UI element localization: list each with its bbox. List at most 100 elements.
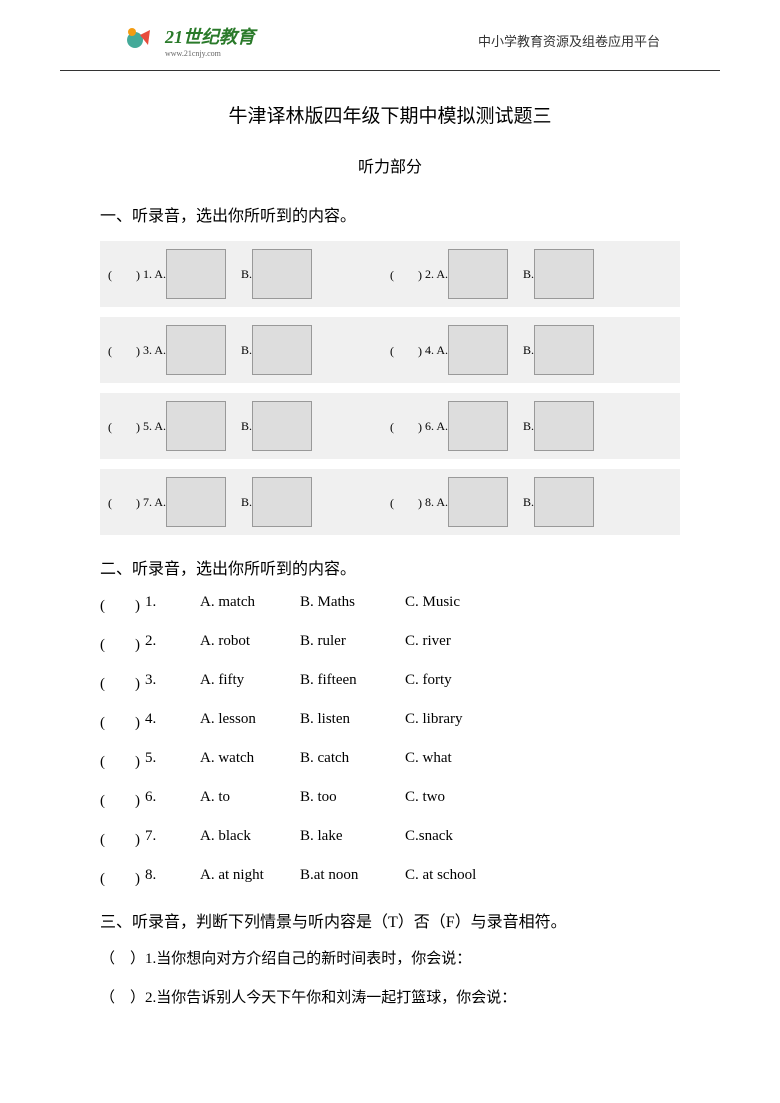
answer-paren[interactable]: ( ): [108, 494, 140, 511]
option-image: [252, 325, 312, 375]
logo-sub-text: www.21cnjy.com: [165, 49, 255, 58]
option-label: 3. A.: [143, 343, 166, 358]
option-image: [166, 477, 226, 527]
option-c: C. at school: [405, 867, 680, 888]
answer-paren[interactable]: ( ): [100, 672, 145, 693]
question-number: 5.: [145, 750, 200, 771]
option-b: B. lake: [300, 828, 405, 849]
answer-paren[interactable]: ( ): [100, 633, 145, 654]
option-image: [448, 401, 508, 451]
answer-paren[interactable]: ( ): [108, 418, 140, 435]
logo-icon: [120, 20, 160, 60]
option-a: A. watch: [200, 750, 300, 771]
option-label: B.: [523, 343, 534, 358]
option-image: [534, 477, 594, 527]
answer-paren[interactable]: ( ): [390, 418, 422, 435]
option-label: 5. A.: [143, 419, 166, 434]
logo-main-text: 21世纪教育: [165, 23, 255, 49]
option-a: A. to: [200, 789, 300, 810]
option-image: [166, 401, 226, 451]
question-number: 7.: [145, 828, 200, 849]
section1-header: 一、听录音，选出你所听到的内容。: [100, 202, 680, 226]
option-label: 4. A.: [425, 343, 448, 358]
option-a: A. match: [200, 594, 300, 615]
option-b: B. fifteen: [300, 672, 405, 693]
option-label: 7. A.: [143, 495, 166, 510]
option-b: B. ruler: [300, 633, 405, 654]
question-number: 1.: [145, 594, 200, 615]
answer-paren[interactable]: ( ): [390, 342, 422, 359]
question-row: ( ) 2. A. robot B. ruler C. river: [100, 633, 680, 654]
option-c: C. forty: [405, 672, 680, 693]
option-label: B.: [523, 267, 534, 282]
header-right-text: 中小学教育资源及组卷应用平台: [478, 31, 660, 50]
option-image: [534, 325, 594, 375]
answer-paren[interactable]: ( ): [108, 342, 140, 359]
option-label: B.: [523, 419, 534, 434]
question-row: ( ) 3. A. fifty B. fifteen C. forty: [100, 672, 680, 693]
page-title: 牛津译林版四年级下期中模拟测试题三: [100, 101, 680, 128]
question-number: 4.: [145, 711, 200, 732]
option-a: A. robot: [200, 633, 300, 654]
image-strip-row: ( ) 7. A. B. ( ) 8. A. B.: [100, 469, 680, 535]
answer-paren[interactable]: ( ): [100, 828, 145, 849]
question-row: ( ) 8. A. at night B.at noon C. at schoo…: [100, 867, 680, 888]
option-image: [252, 401, 312, 451]
item-text: 当你告诉别人今天下午你和刘涛一起打篮球，你会说：: [156, 990, 516, 1006]
image-strip-row: ( ) 3. A. B. ( ) 4. A. B.: [100, 317, 680, 383]
question-row: ( ) 7. A. black B. lake C.snack: [100, 828, 680, 849]
option-image: [166, 249, 226, 299]
option-c: C. library: [405, 711, 680, 732]
question-row: ( ) 5. A. watch B. catch C. what: [100, 750, 680, 771]
question-number: 6.: [145, 789, 200, 810]
option-label: B.: [241, 495, 252, 510]
logo-container: 21世纪教育 www.21cnjy.com: [120, 20, 255, 60]
option-a: A. lesson: [200, 711, 300, 732]
section3-header: 三、听录音，判断下列情景与听内容是（T）否（F）与录音相符。: [100, 908, 680, 932]
logo-text: 21世纪教育 www.21cnjy.com: [165, 23, 255, 58]
question-number: 3.: [145, 672, 200, 693]
option-c: C.snack: [405, 828, 680, 849]
section3-item: （ ）1.当你想向对方介绍自己的新时间表时，你会说：: [100, 947, 680, 968]
page-header: 21世纪教育 www.21cnjy.com 中小学教育资源及组卷应用平台: [60, 0, 720, 71]
question-row: ( ) 1. A. match B. Maths C. Music: [100, 594, 680, 615]
option-b: B.at noon: [300, 867, 405, 888]
answer-paren[interactable]: ( ): [108, 266, 140, 283]
answer-paren[interactable]: ( ): [390, 266, 422, 283]
item-number: 2.: [145, 990, 156, 1006]
option-c: C. what: [405, 750, 680, 771]
option-label: B.: [523, 495, 534, 510]
option-c: C. two: [405, 789, 680, 810]
answer-paren[interactable]: ( ): [100, 711, 145, 732]
option-b: B. too: [300, 789, 405, 810]
option-c: C. river: [405, 633, 680, 654]
question-row: ( ) 6. A. to B. too C. two: [100, 789, 680, 810]
section2-container: 二、听录音，选出你所听到的内容。 ( ) 1. A. match B. Math…: [100, 555, 680, 888]
answer-paren[interactable]: ( ): [100, 867, 145, 888]
option-label: 1. A.: [143, 267, 166, 282]
answer-paren[interactable]: ( ): [390, 494, 422, 511]
option-image: [252, 477, 312, 527]
section1-image-strips: ( ) 1. A. B. ( ) 2. A. B. ( ): [100, 241, 680, 535]
option-label: B.: [241, 267, 252, 282]
answer-paren[interactable]: ( ): [100, 750, 145, 771]
answer-paren[interactable]: ( ): [100, 789, 145, 810]
item-number: 1.: [145, 951, 156, 967]
option-label: 6. A.: [425, 419, 448, 434]
option-b: B. listen: [300, 711, 405, 732]
page-subtitle: 听力部分: [100, 153, 680, 177]
main-content: 牛津译林版四年级下期中模拟测试题三 听力部分 一、听录音，选出你所听到的内容。 …: [0, 71, 780, 1045]
option-image: [166, 325, 226, 375]
section3-container: 三、听录音，判断下列情景与听内容是（T）否（F）与录音相符。 （ ）1.当你想向…: [100, 908, 680, 1007]
section3-item: （ ）2.当你告诉别人今天下午你和刘涛一起打篮球，你会说：: [100, 986, 680, 1007]
option-label: 2. A.: [425, 267, 448, 282]
option-image: [534, 401, 594, 451]
option-image: [534, 249, 594, 299]
image-strip-row: ( ) 5. A. B. ( ) 6. A. B.: [100, 393, 680, 459]
option-image: [448, 477, 508, 527]
answer-paren[interactable]: ( ): [100, 594, 145, 615]
question-row: ( ) 4. A. lesson B. listen C. library: [100, 711, 680, 732]
option-image: [448, 249, 508, 299]
option-image: [252, 249, 312, 299]
option-c: C. Music: [405, 594, 680, 615]
